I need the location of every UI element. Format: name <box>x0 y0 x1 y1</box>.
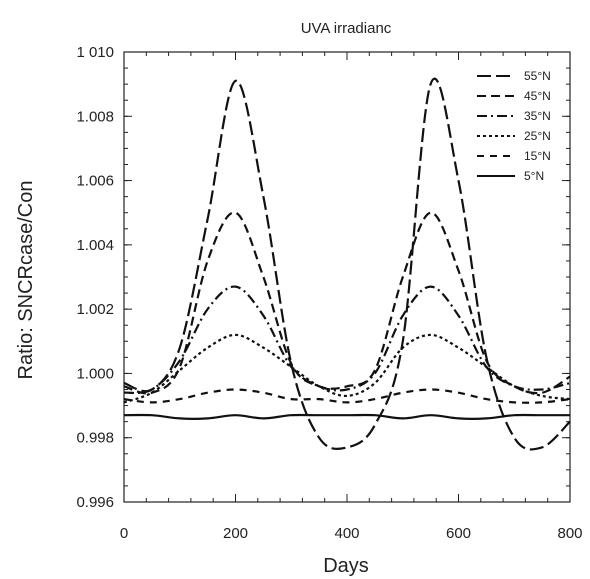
series-line-55N <box>123 77 571 451</box>
y-tick-label: 1 010 <box>76 44 114 61</box>
x-tick-label: 200 <box>223 525 248 542</box>
y-tick-label: 1.006 <box>76 173 114 190</box>
y-tick-label: 1.008 <box>76 108 114 125</box>
ticks: 0 200 400 600 800 0.996 0.998 1.000 1.002 1.004 1.… <box>76 44 582 542</box>
y-tick-label: 1.002 <box>76 301 114 318</box>
legend-label: 15°N <box>524 149 551 163</box>
series-line-45N <box>123 211 571 395</box>
x-tick-label: 600 <box>446 525 471 542</box>
legend-label: 45°N <box>524 89 551 103</box>
legend-label: 35°N <box>524 109 551 123</box>
series-line-15N <box>123 388 571 404</box>
y-tick-label: 0.996 <box>76 494 114 511</box>
axes <box>123 51 571 503</box>
series-line-25N <box>123 333 571 404</box>
y-tick-label: 1.000 <box>76 365 114 382</box>
y-axis-title: Ratio: SNCRcase/Con <box>15 181 37 380</box>
y-tick-label: 1.004 <box>76 237 114 254</box>
legend-label: 55°N <box>524 69 551 83</box>
legend-label: 25°N <box>524 129 551 143</box>
plot-frame <box>123 51 571 503</box>
x-axis-title: Days <box>323 555 369 577</box>
series-line-35N <box>123 285 571 395</box>
legend: 55°N 45°N 35°N 25°N 15°N 5°N <box>477 69 551 183</box>
x-tick-label: 0 <box>120 525 128 542</box>
x-tick-label: 800 <box>557 525 582 542</box>
series-layer <box>123 77 571 451</box>
legend-label: 5°N <box>524 169 544 183</box>
x-tick-label: 400 <box>334 525 359 542</box>
series-line-5N <box>123 413 570 420</box>
y-tick-label: 0.998 <box>76 430 114 447</box>
chart-title: UVA irradianc <box>301 20 392 37</box>
